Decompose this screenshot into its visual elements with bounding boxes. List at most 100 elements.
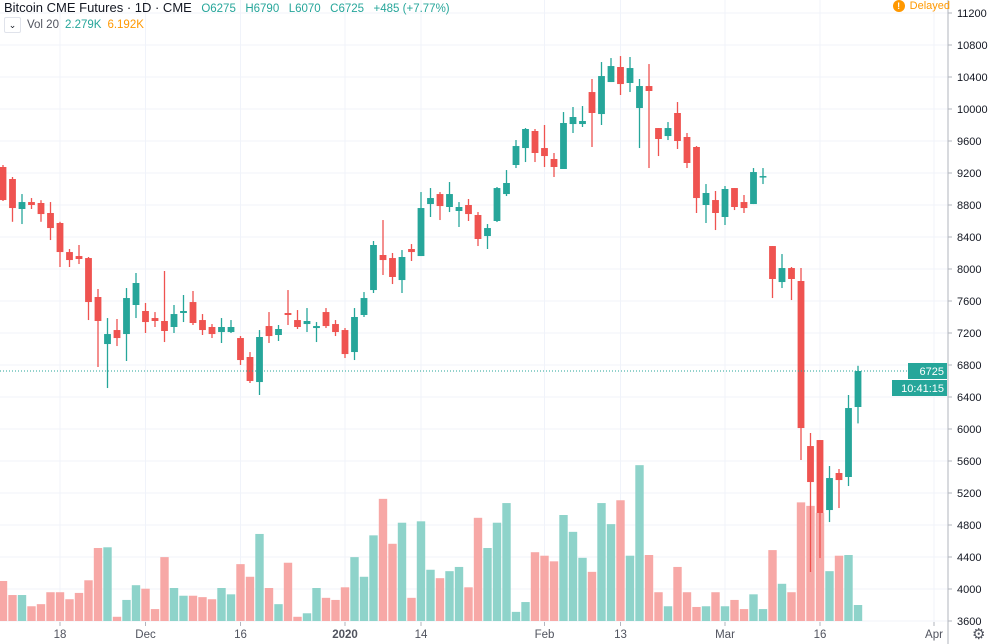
price-axis[interactable]: 3600 4000 4400 4800 5200 5600 6000 6400 6800 7200… (947, 0, 988, 644)
volume-bar (511, 611, 521, 621)
volume-bar (340, 587, 350, 621)
chevron-down-icon[interactable]: ⌄ (4, 17, 21, 33)
volume-bar (426, 569, 435, 621)
volume-bar (692, 606, 701, 621)
candle-body (674, 113, 681, 141)
time-tick-label: 13 (614, 629, 627, 641)
volume-bar (8, 595, 17, 621)
candle (28, 198, 35, 209)
volume-ma-value: 6.192K (107, 19, 144, 31)
volume-value: 2.279K (64, 19, 102, 31)
candle-body (579, 121, 586, 125)
price-tick-label: 6400 (957, 392, 981, 404)
candle (303, 308, 311, 333)
time-tick-label: 16 (234, 629, 247, 641)
high-value: H6790 (245, 3, 280, 15)
candle (816, 440, 824, 559)
candle-body (740, 202, 748, 209)
candle-body (398, 257, 406, 281)
price-tick-label: 5200 (957, 488, 981, 500)
open-value: O6275 (201, 3, 236, 15)
price-tick-label: 3600 (957, 616, 981, 628)
volume-bar (644, 555, 654, 621)
candle (436, 192, 444, 221)
price-tick-label: 10000 (957, 104, 988, 116)
candle (484, 224, 491, 249)
volume-indicator-label[interactable]: Vol 20 (27, 19, 59, 31)
volume-bar (302, 613, 312, 621)
candle (446, 182, 453, 213)
symbol-title[interactable]: Bitcoin CME Futures · 1D · CME (4, 0, 192, 15)
volume-bar (787, 592, 796, 621)
candle-body (284, 313, 292, 315)
candle (379, 220, 387, 275)
candle-body (636, 86, 643, 109)
candle-body (303, 321, 311, 325)
candle (284, 290, 292, 325)
candle (712, 191, 719, 231)
candle (645, 64, 653, 169)
candle (427, 188, 434, 217)
volume-bar (160, 557, 169, 621)
candle-body (218, 327, 225, 333)
volume-bar (55, 592, 65, 621)
candle-body (588, 92, 596, 113)
volume-bar (207, 599, 217, 621)
candle (180, 295, 187, 323)
volume-bar (74, 592, 84, 621)
candle-body (322, 312, 330, 327)
volume-bar (711, 592, 720, 621)
candle (275, 325, 282, 341)
volume-bar (350, 557, 359, 621)
candle (417, 192, 425, 257)
candle-body (617, 67, 624, 85)
volume-bar (321, 597, 331, 621)
volume-bar (825, 571, 834, 621)
volume-bar (625, 555, 635, 621)
candle (674, 102, 681, 149)
candle (702, 184, 710, 223)
candle-body (778, 268, 786, 283)
volume-bar (369, 535, 378, 621)
candle (85, 257, 92, 321)
candle-body (531, 131, 539, 153)
volume-bar (682, 592, 692, 621)
volume-bar (150, 609, 160, 621)
price-tick-label: 8400 (957, 232, 981, 244)
candle (826, 466, 833, 523)
volume-bar (0, 580, 8, 621)
candle-body (47, 213, 54, 229)
volume-bar (749, 594, 758, 621)
candle-body (845, 408, 852, 477)
candle (66, 249, 73, 267)
candle-body (18, 202, 26, 209)
volume-bar (635, 465, 644, 621)
volume-legend: ⌄ Vol 20 2.279K 6.192K (4, 17, 144, 33)
candle-body (664, 128, 672, 137)
time-axis[interactable]: 18 Dec 16 2020 14 Feb 13 Mar 16 Apr (54, 622, 944, 641)
candle-body (37, 203, 45, 215)
candle (151, 312, 159, 327)
volume-bar (17, 595, 27, 621)
volume-bar (454, 566, 464, 621)
volume-bar (492, 522, 502, 621)
candle-body (151, 318, 159, 321)
candle-body (693, 147, 700, 199)
volume-bar (568, 531, 578, 621)
candle (47, 202, 54, 241)
candle (626, 57, 634, 93)
candle (227, 320, 235, 333)
delayed-badge[interactable]: ! Delayed (892, 0, 950, 12)
candle-body (446, 194, 453, 207)
last-price-label: 6725 10:41:15 (892, 363, 947, 396)
candle-body (142, 311, 149, 323)
candle (807, 433, 814, 573)
candle (237, 336, 244, 365)
candle (550, 153, 558, 177)
gear-icon[interactable]: ⚙ (972, 626, 986, 643)
candle-body (465, 205, 472, 215)
time-tick-label: 16 (814, 629, 827, 641)
candle (664, 122, 672, 141)
volume-bar (578, 557, 587, 621)
